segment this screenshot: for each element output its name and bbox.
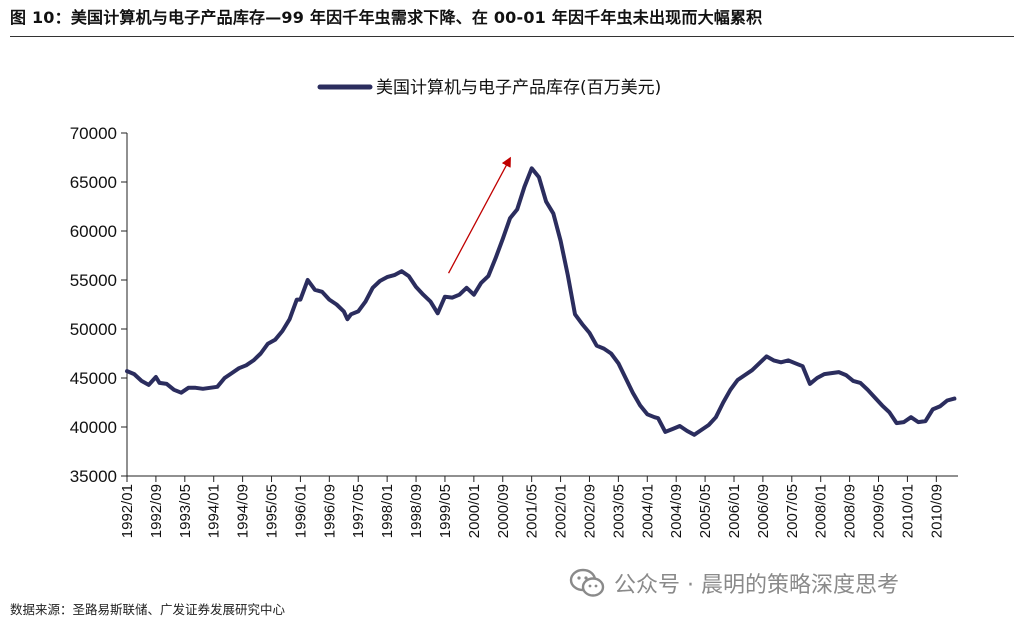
- y-tick-label: 40000: [70, 418, 117, 437]
- y-tick-label: 65000: [70, 173, 117, 192]
- x-tick-label: 2004/09: [668, 484, 685, 538]
- x-tick-label: 1992/09: [148, 484, 165, 538]
- y-tick-label: 45000: [70, 369, 117, 388]
- x-tick-label: 1997/05: [350, 484, 367, 538]
- watermark-text: 公众号 · 晨明的策略深度思考: [614, 573, 899, 598]
- x-tick-label: 1999/05: [437, 484, 454, 538]
- y-tick-label: 35000: [70, 467, 117, 486]
- title-divider: [10, 36, 1014, 37]
- series-layer: [125, 166, 957, 437]
- x-tick-label: 2003/05: [610, 484, 627, 538]
- x-tick-label: 2000/01: [466, 484, 483, 538]
- y-tick-label: 70000: [70, 124, 117, 143]
- y-tick-label: 50000: [70, 320, 117, 339]
- legend-label: 美国计算机与电子产品库存(百万美元): [376, 78, 661, 98]
- x-tick-label: 2002/09: [581, 484, 598, 538]
- x-tick-label: 2008/09: [842, 484, 859, 538]
- x-tick-label: 1998/09: [408, 484, 425, 538]
- x-tick-label: 2008/01: [813, 484, 830, 538]
- x-tick-label: 2009/05: [871, 484, 888, 538]
- source-note: 数据来源：圣路易斯联储、广发证券发展研究中心: [10, 602, 286, 617]
- x-tick-label: 2005/05: [697, 484, 714, 538]
- x-tick-label: 2010/09: [928, 484, 945, 538]
- x-tick-label: 2007/05: [784, 484, 801, 538]
- x-tick-label: 2002/01: [553, 484, 570, 538]
- x-tick-label: 2001/05: [524, 484, 541, 538]
- x-tick-label: 1996/09: [321, 484, 338, 538]
- y-axis: 35000 40000 45000 50000 55000 60000 65000 70000: [70, 124, 128, 486]
- series-line: [125, 166, 957, 437]
- x-tick-label: 1994/01: [206, 484, 223, 538]
- figure-title: 图 10：美国计算机与电子产品库存—99 年因千年虫需求下降、在 00-01 年…: [10, 8, 763, 27]
- x-tick-label: 1994/09: [235, 484, 252, 538]
- x-tick-label: 1992/01: [119, 484, 136, 538]
- x-tick-label: 1996/01: [292, 484, 309, 538]
- x-tick-label: 2010/01: [899, 484, 916, 538]
- wechat-icon: [569, 568, 605, 597]
- trend-arrow: [447, 156, 511, 274]
- annotation-layer: [447, 156, 511, 274]
- x-tick-label: 2004/01: [639, 484, 656, 538]
- x-tick-label: 2006/09: [755, 484, 772, 538]
- watermark: 公众号 · 晨明的策略深度思考: [568, 565, 899, 601]
- chart-legend: 美国计算机与电子产品库存(百万美元): [317, 78, 661, 98]
- y-tick-label: 60000: [70, 222, 117, 241]
- x-tick-label: 2006/01: [726, 484, 743, 538]
- x-tick-label: 1995/05: [264, 484, 281, 538]
- x-tick-label: 1998/01: [379, 484, 396, 538]
- x-tick-label: 2000/09: [495, 484, 512, 538]
- y-tick-label: 55000: [70, 271, 117, 290]
- x-tick-label: 1993/05: [177, 484, 194, 538]
- x-axis: 1992/01 1992/09 1993/05 1994/01 1994/09 1995/…: [119, 475, 958, 538]
